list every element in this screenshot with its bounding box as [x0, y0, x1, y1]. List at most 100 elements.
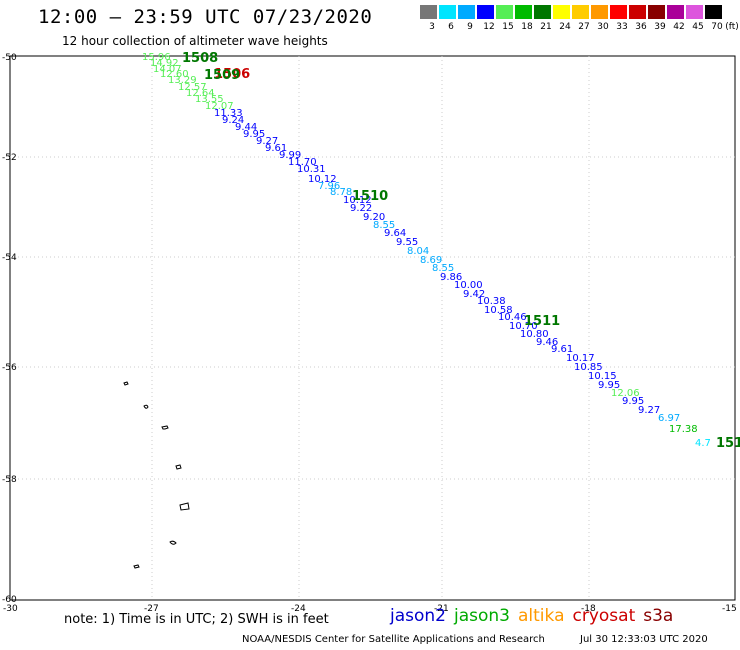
scale-swatch [610, 5, 628, 19]
satellite-legend-item: cryosat [572, 606, 636, 626]
satellite-legend: jason2 jason3 altika cryosat s3a [390, 606, 681, 626]
pass-number-label: 1506 [214, 67, 250, 82]
wave-height-label: 9.55 [396, 237, 418, 248]
scale-swatch [515, 5, 533, 19]
scale-swatch [591, 5, 609, 19]
pass-number-label: 1508 [182, 51, 218, 66]
wave-height-label: 10.12 [343, 195, 372, 206]
wave-height-label: 10.38 [477, 296, 506, 307]
axis-labels: -50 -52 -54 -56 -58 -60-30 -27 -24 -21 -18 -15 [2, 53, 737, 614]
island-outline [143, 404, 149, 409]
scale-unit: (ft) [725, 22, 739, 32]
longitude-tick-label: -27 [144, 604, 159, 614]
scale-swatch [572, 5, 590, 19]
scale-label: 21 [540, 22, 552, 32]
wave-height-label: 9.95 [598, 380, 620, 391]
wave-height-label: 9.42 [463, 289, 485, 300]
wave-height-label: 9.95 [243, 129, 265, 140]
pass-number-label: 1510 [352, 189, 388, 204]
scale-label: 18 [521, 22, 533, 32]
wave-height-label: 13.55 [195, 94, 224, 105]
map-subtitle: 12 hour collection of altimeter wave hei… [62, 34, 328, 48]
wave-height-label: 10.15 [588, 371, 617, 382]
wave-height-label: 14.07 [153, 64, 182, 75]
scale-swatch [686, 5, 704, 19]
satellite-legend-item: jason2 [390, 606, 446, 626]
wave-height-label: 9.44 [235, 122, 257, 133]
island-outline [175, 464, 182, 470]
wave-height-label: 8.55 [432, 263, 454, 274]
wave-height-label: 8.78 [330, 187, 352, 198]
wave-height-label: 13.29 [168, 75, 197, 86]
footer-note: note: 1) Time is in UTC; 2) SWH is in fe… [64, 612, 329, 627]
wave-height-label: 9.61 [265, 143, 287, 154]
wave-height-label: 10.00 [454, 280, 483, 291]
scale-swatch [420, 5, 438, 19]
island-outline [133, 564, 140, 569]
wave-height-label: 12.06 [611, 388, 640, 399]
wave-height-label: 17.38 [669, 424, 698, 435]
scale-label: 36 [635, 22, 647, 32]
scale-label: 70 [711, 22, 723, 32]
pass-number-label: 1511 [524, 314, 560, 329]
wave-height-label: 8.55 [373, 220, 395, 231]
scale-label: 30 [597, 22, 609, 32]
wave-height-label: 11.70 [288, 157, 317, 168]
scale-label: 39 [654, 22, 666, 32]
scale-swatch [667, 5, 685, 19]
wave-height-label: 12.60 [160, 69, 189, 80]
scale-label: 6 [448, 22, 454, 32]
longitude-tick-label: -30 [3, 604, 18, 614]
wave-height-label: 9.24 [222, 115, 244, 126]
wave-height-label: 9.22 [350, 203, 372, 214]
scale-label: 42 [673, 22, 685, 32]
wave-height-label: 9.27 [256, 136, 278, 147]
wave-height-label: 9.27 [638, 405, 660, 416]
wave-height-label: 15.96 [142, 52, 171, 63]
longitude-tick-label: -21 [434, 604, 449, 614]
wave-height-label: 9.46 [536, 337, 558, 348]
scale-label: 9 [467, 22, 473, 32]
map-frame [9, 55, 736, 601]
latitude-tick-label: -56 [2, 363, 17, 373]
longitude-tick-label: -18 [581, 604, 596, 614]
wave-height-label: 9.61 [551, 344, 573, 355]
wave-height-label: 4.7 [695, 438, 711, 449]
scale-swatch [553, 5, 571, 19]
island-outline [123, 381, 129, 386]
generated-timestamp: Jul 30 12:33:03 UTC 2020 [580, 634, 708, 645]
latitude-tick-label: -50 [2, 53, 17, 63]
wave-height-label: 10.58 [484, 305, 513, 316]
map-title: 12:00 – 23:59 UTC 07/23/2020 [38, 6, 373, 28]
scale-swatch [477, 5, 495, 19]
scale-swatch [458, 5, 476, 19]
scale-label: 33 [616, 22, 628, 32]
island-outline [161, 425, 169, 430]
island-outline [169, 540, 177, 545]
scale-label: 12 [483, 22, 495, 32]
wave-height-label: 8.04 [407, 246, 429, 257]
wave-height-label: 10.46 [498, 312, 527, 323]
wave-height-label: 9.64 [384, 228, 406, 239]
scale-swatch [629, 5, 647, 19]
wave-height-label: 11.33 [214, 108, 243, 119]
scale-label: 24 [559, 22, 571, 32]
scale-swatch [534, 5, 552, 19]
satellite-legend-item: altika [518, 606, 565, 626]
wave-height-label: 8.69 [420, 255, 442, 266]
wave-height-label: 10.17 [566, 353, 595, 364]
scale-label: 27 [578, 22, 590, 32]
wave-height-label: 6.97 [658, 413, 680, 424]
longitude-tick-label: -24 [291, 604, 306, 614]
longitude-tick-label: -15 [722, 604, 737, 614]
latitude-tick-label: -52 [2, 153, 17, 163]
wave-height-label: 7.96 [318, 181, 340, 192]
wave-height-label: 9.86 [440, 272, 462, 283]
latitude-tick-label: -54 [2, 253, 17, 263]
satellite-legend-item: jason3 [454, 606, 510, 626]
wave-height-labels: 15.9614.9214.0712.6013.2912.5712.6413.55… [142, 52, 711, 449]
island-outlines [123, 381, 190, 569]
scale-swatch [705, 5, 723, 19]
wave-height-label: 12.64 [186, 88, 215, 99]
